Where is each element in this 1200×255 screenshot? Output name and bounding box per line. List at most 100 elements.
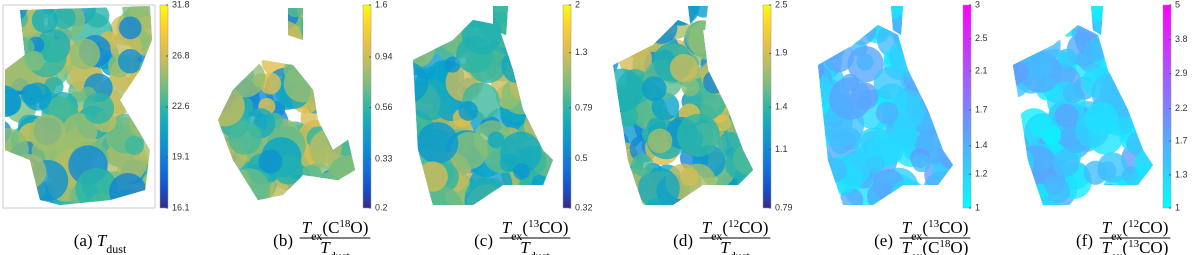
map bbox=[218, 8, 355, 200]
panel: 11.21.41.72.12.53(e)Tex(13CO)Tex(C18O) bbox=[818, 0, 988, 255]
caption-label: (f) bbox=[1076, 231, 1093, 250]
caption-run: ex bbox=[711, 229, 722, 243]
colorbar-tick-label: 31.8 bbox=[172, 0, 190, 9]
caption-run: ex bbox=[311, 229, 322, 243]
colorbar-tick-label: 1 bbox=[975, 202, 980, 212]
caption-run: T bbox=[902, 218, 913, 237]
caption-run: dust bbox=[106, 242, 127, 255]
caption-run: ( bbox=[722, 218, 728, 237]
colorbar-tick-label: 1.3 bbox=[1175, 169, 1188, 179]
caption-numerator: Tex(13CO) bbox=[502, 218, 569, 243]
colorbar-tick-label: 1.4 bbox=[975, 140, 988, 150]
colorbar-tick-label: 2.5 bbox=[975, 33, 988, 43]
colorbar bbox=[762, 4, 772, 209]
panel: 16.1 19.1 22.6 26.8 31.8 (a) Tdust bbox=[2, 0, 190, 255]
caption: (a) Tdust bbox=[74, 231, 127, 255]
caption-run: 18 bbox=[339, 218, 351, 230]
caption-label: (d) bbox=[673, 231, 693, 250]
caption-run: (C bbox=[322, 218, 339, 237]
colorbar bbox=[1162, 4, 1172, 209]
caption-run: T bbox=[720, 238, 731, 255]
caption-run: dust bbox=[530, 249, 551, 255]
panel: 0.32 0.5 0.79 1.3 2 (c) Tex(13CO)Tdust bbox=[413, 0, 593, 255]
colorbar bbox=[362, 4, 372, 209]
caption-run: dust bbox=[730, 249, 751, 255]
caption-run: 18 bbox=[939, 238, 951, 250]
colorbar bbox=[562, 4, 572, 209]
colorbar-tick-label: 16.1 bbox=[172, 202, 190, 212]
colorbar-tick-label: 1 bbox=[1175, 202, 1180, 212]
colorbar bbox=[962, 4, 972, 209]
colorbar-tick-label: 0.79 bbox=[775, 202, 793, 212]
colorbar-tick-label: 0.33 bbox=[375, 153, 393, 163]
caption-run: ex bbox=[911, 229, 922, 243]
caption-run: T bbox=[502, 218, 513, 237]
caption-run: T bbox=[702, 218, 713, 237]
caption-denominator: Tdust bbox=[720, 238, 750, 255]
caption-run: O) bbox=[950, 238, 968, 255]
caption-numerator: Tex(C18O) bbox=[302, 218, 369, 243]
colorbar-tick-label: 2.2 bbox=[1175, 103, 1188, 113]
caption-run: 13 bbox=[1128, 238, 1140, 250]
map bbox=[5, 6, 152, 205]
caption-run: ( bbox=[1122, 218, 1128, 237]
caption-run: T bbox=[320, 238, 331, 255]
caption-run: ( bbox=[522, 218, 528, 237]
caption-run: T bbox=[1102, 238, 1113, 255]
colorbar-tick-label: 2.9 bbox=[1175, 68, 1188, 78]
colorbar-tick-label: 19.1 bbox=[172, 151, 190, 161]
caption-label: (c) bbox=[474, 231, 493, 250]
colorbar-tick-label: 1.6 bbox=[375, 0, 388, 9]
caption-run: ex bbox=[511, 229, 522, 243]
caption-run: CO) bbox=[1139, 218, 1168, 237]
caption-label: (b) bbox=[273, 231, 293, 250]
colorbar-tick-label: 0.2 bbox=[375, 202, 388, 212]
map-frame bbox=[2, 4, 156, 209]
caption-numerator: Tex(13CO) bbox=[902, 218, 969, 243]
caption-run: T bbox=[902, 238, 913, 255]
map bbox=[818, 6, 953, 205]
caption-run: CO) bbox=[1139, 238, 1168, 255]
colorbar-tick-label: 0.5 bbox=[575, 153, 588, 163]
colorbar-tick-label: 2.5 bbox=[775, 0, 788, 9]
caption-run: dust bbox=[330, 249, 351, 255]
caption-run: CO) bbox=[739, 218, 768, 237]
caption-run: ex bbox=[911, 249, 922, 255]
colorbar-tick-label: 1.7 bbox=[1175, 135, 1188, 145]
caption-numerator: Tex(12CO) bbox=[702, 218, 769, 243]
caption-run: O) bbox=[350, 218, 368, 237]
caption-run: 13 bbox=[928, 218, 940, 230]
colorbar-tick-label: 0.32 bbox=[575, 202, 593, 212]
colorbar-tick-label: 3 bbox=[975, 0, 980, 9]
colorbar-tick-label: 1.9 bbox=[775, 48, 788, 58]
map bbox=[1013, 6, 1153, 205]
colorbar-tick-label: 1.2 bbox=[975, 169, 988, 179]
caption-denominator: Tdust bbox=[320, 238, 350, 255]
colorbar-tick-label: 1.7 bbox=[975, 104, 988, 114]
colorbar-tick-label: 0.94 bbox=[375, 51, 393, 61]
caption-run: 13 bbox=[528, 218, 540, 230]
colorbar-tick-label: 26.8 bbox=[172, 50, 190, 60]
caption-run: ( bbox=[922, 218, 928, 237]
panel: 1 1.3 1.7 2.2 2.9 3.8 5 (f) Tex(12CO)Tex(13CO) bbox=[1013, 0, 1188, 255]
caption-run: T bbox=[1102, 218, 1113, 237]
colorbar-tick-label: 5 bbox=[1175, 0, 1180, 9]
caption-run: (C bbox=[922, 238, 939, 255]
caption-label: (a) bbox=[74, 231, 93, 250]
caption-denominator: Tex(13CO) bbox=[1102, 238, 1169, 255]
colorbar-tick-label: 22.6 bbox=[172, 101, 190, 111]
colorbar-tick-label: 3.8 bbox=[1175, 34, 1188, 44]
panel: 0.791.11.41.92.5(d)Tex(12CO)Tdust bbox=[613, 0, 793, 255]
colorbar-tick-label: 1.1 bbox=[775, 144, 788, 154]
caption-run: ( bbox=[1122, 238, 1128, 255]
map bbox=[413, 6, 553, 205]
caption-numerator: Tex(12CO) bbox=[1102, 218, 1169, 243]
colorbar-tick-label: 2 bbox=[575, 0, 580, 9]
colorbar-tick-label: 1.3 bbox=[575, 47, 588, 57]
caption-denominator: Tex(C18O) bbox=[902, 238, 969, 255]
colorbar-tick-label: 0.79 bbox=[575, 102, 593, 112]
caption-run: CO) bbox=[939, 218, 968, 237]
caption-run: T bbox=[520, 238, 531, 255]
caption-run: T bbox=[97, 231, 108, 250]
